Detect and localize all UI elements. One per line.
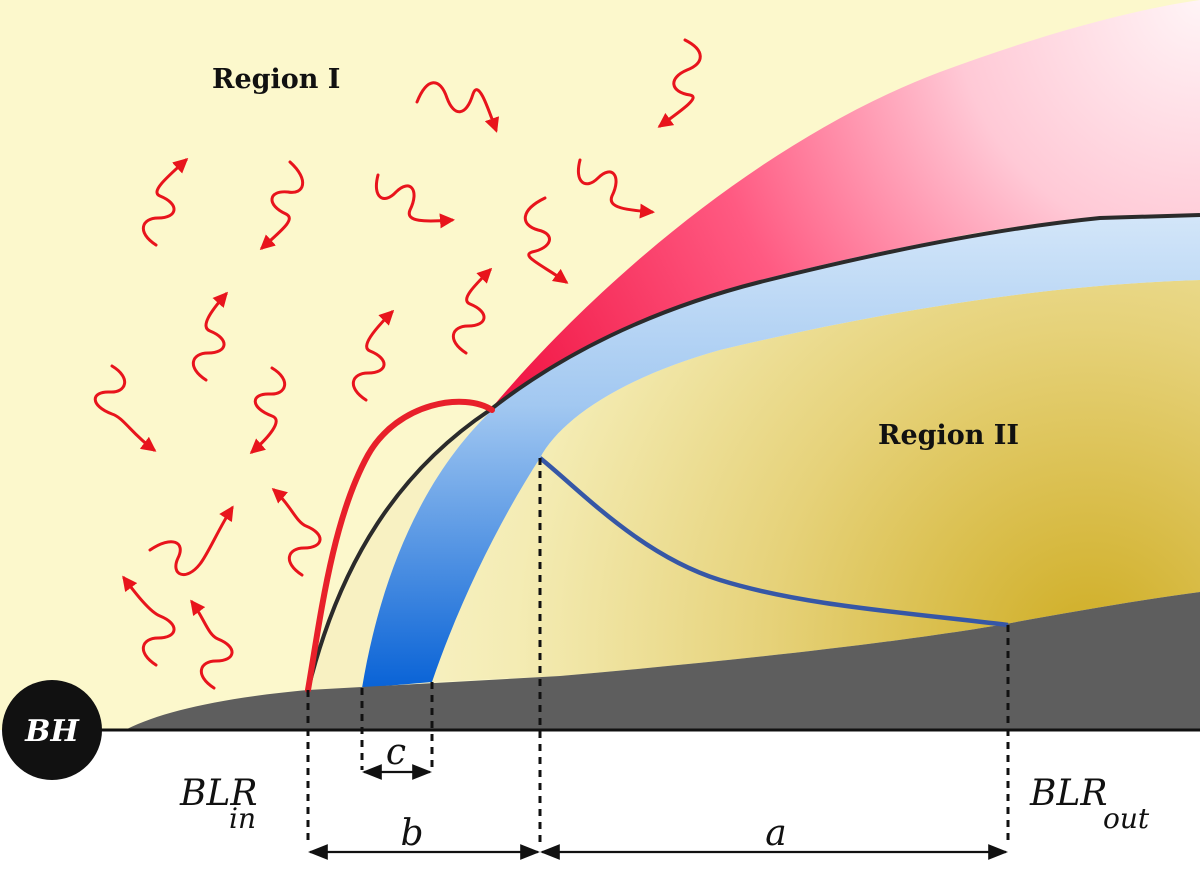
photon-arrow bbox=[415, 81, 500, 133]
region-two-gold bbox=[432, 280, 1200, 682]
blue-band bbox=[362, 215, 1200, 688]
photon-arrow bbox=[122, 575, 176, 667]
blr-in-subscript: in bbox=[229, 802, 256, 835]
photon-arrow bbox=[148, 505, 234, 576]
black-hole bbox=[2, 680, 102, 780]
accretion-disk bbox=[125, 592, 1200, 730]
photon-arrow bbox=[190, 599, 234, 690]
blr-out-subscript: out bbox=[1103, 802, 1150, 835]
red-emission-curve bbox=[305, 398, 495, 693]
photon-arrow bbox=[93, 364, 157, 452]
blr-in-label: BLR bbox=[179, 773, 257, 814]
photon-arrow bbox=[452, 267, 493, 355]
photon-arrow bbox=[523, 196, 569, 284]
dimension-c-label: c bbox=[386, 732, 406, 773]
photon-arrow bbox=[375, 173, 455, 229]
dimension-a-label: a bbox=[765, 813, 786, 854]
inner-light-wedge bbox=[308, 412, 490, 690]
photon-arrow bbox=[577, 158, 655, 219]
region-one-label: Region I bbox=[212, 64, 340, 95]
black-hole-label: BH bbox=[24, 714, 80, 749]
dimension-b-label: b bbox=[400, 813, 423, 854]
photon-arrow bbox=[192, 291, 228, 382]
pink-outer-cloud bbox=[490, 0, 1200, 410]
region-two-label: Region II bbox=[878, 420, 1019, 451]
dimension-arrows bbox=[308, 764, 1008, 860]
blr-out-label: BLR bbox=[1029, 773, 1107, 814]
black-boundary-curve bbox=[306, 213, 1200, 691]
photon-arrow bbox=[142, 157, 189, 247]
photon-arrow bbox=[259, 160, 304, 251]
blue-profile-curve bbox=[538, 456, 1009, 628]
guide-lines bbox=[306, 458, 1010, 842]
photon-arrow bbox=[249, 366, 286, 454]
photon-arrow bbox=[657, 38, 702, 128]
photon-arrows bbox=[93, 38, 702, 690]
photon-arrow bbox=[352, 309, 395, 402]
photon-arrow bbox=[271, 488, 322, 577]
